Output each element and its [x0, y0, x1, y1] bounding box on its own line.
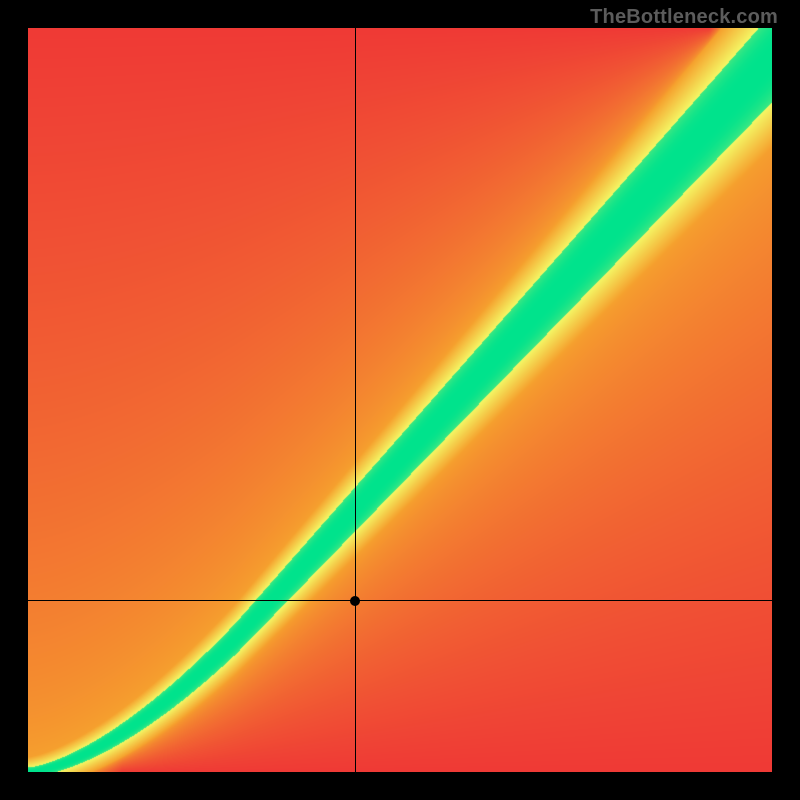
- crosshair-vertical: [355, 28, 356, 772]
- heatmap-canvas: [28, 28, 772, 772]
- watermark-label: TheBottleneck.com: [590, 6, 778, 29]
- heatmap-plot: [28, 28, 772, 772]
- chart-frame: TheBottleneck.com: [0, 0, 800, 800]
- crosshair-horizontal: [28, 600, 772, 601]
- crosshair-marker: [350, 596, 360, 606]
